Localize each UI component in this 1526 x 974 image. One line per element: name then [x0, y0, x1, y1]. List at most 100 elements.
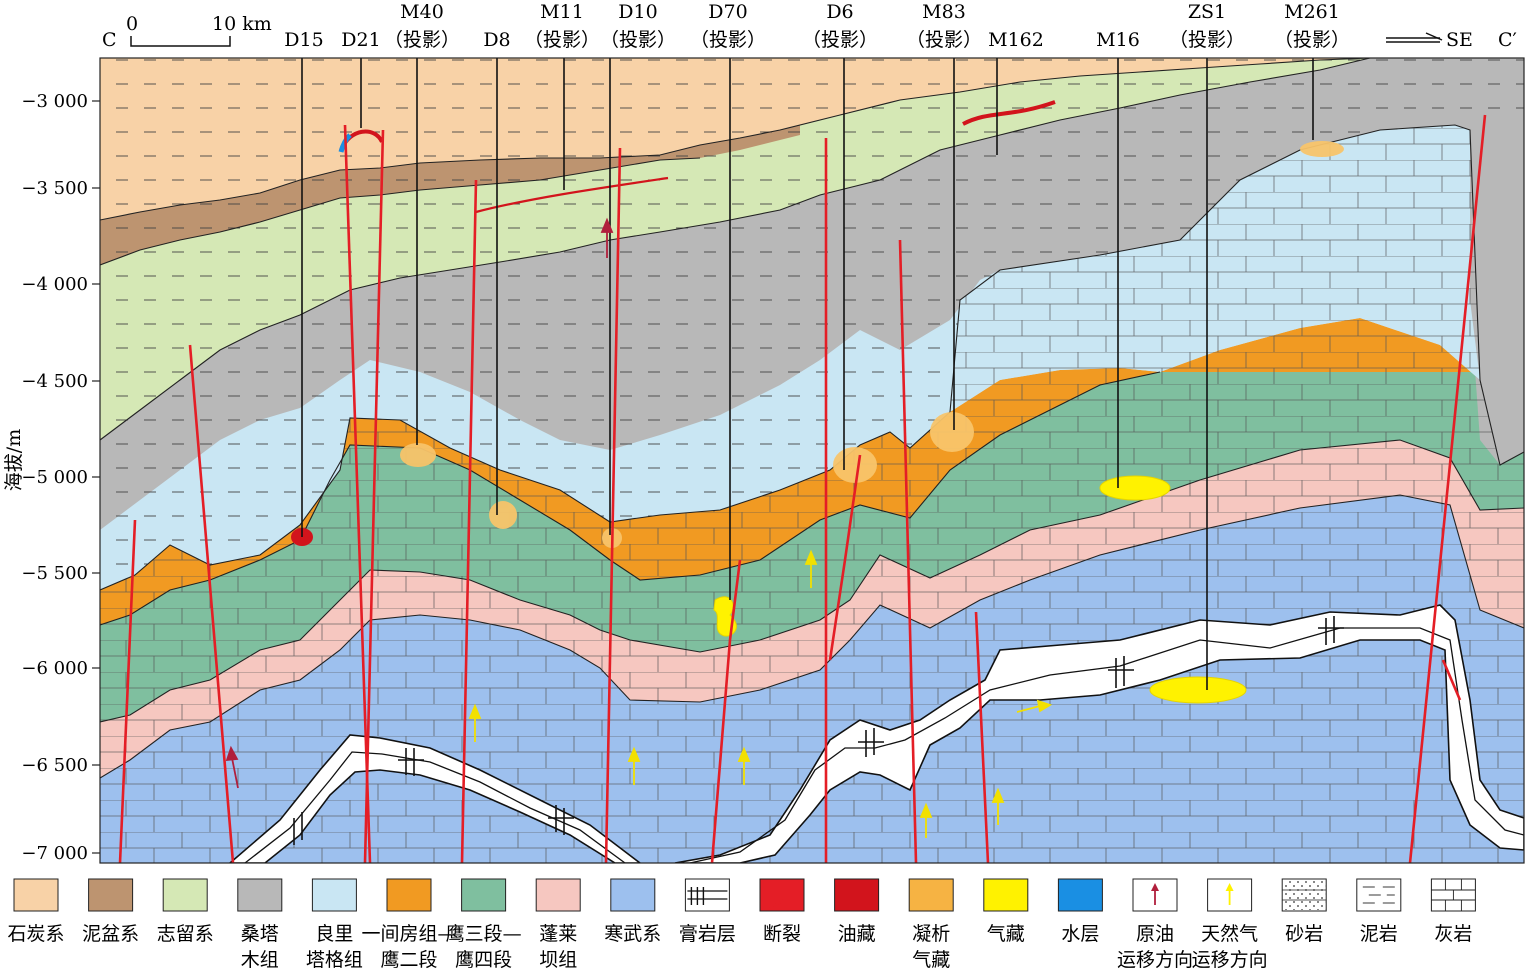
well-name: D21	[341, 29, 380, 51]
legend-swatch	[908, 878, 954, 912]
legend-label: 泥岩	[1360, 923, 1398, 945]
limestone-texture	[100, 125, 1524, 863]
legend-swatch	[162, 878, 208, 912]
section-end-label: C′	[1498, 29, 1517, 51]
oil-show-m11	[475, 176, 669, 214]
y-tick-label: −5 500	[21, 563, 88, 584]
legend-item: 志留系	[157, 878, 214, 945]
legend-label: 凝析	[912, 923, 950, 945]
well-name: ZS1	[1188, 1, 1226, 23]
well-name: M16	[1096, 29, 1140, 51]
legend-item: 一间房组— 鹰二段	[361, 878, 457, 971]
y-tick-label: −3 500	[21, 178, 88, 199]
well-projection-note: （投影）	[600, 29, 676, 51]
faults	[118, 114, 1487, 863]
legend-label-line2: 塔格组	[306, 949, 363, 971]
legend-label: 石炭系	[7, 923, 64, 945]
legend-label-line2: 运移方向	[1192, 949, 1268, 971]
well-name: M11	[540, 1, 584, 23]
well-traces	[301, 58, 1314, 690]
gypsum-bed-central	[674, 604, 1524, 863]
legend-swatch	[983, 878, 1029, 912]
legend: 石炭系 泥盆系 志留系 桑塔木组良里塔格组一间房组—鹰二段鹰三段—鹰四段蓬莱坝组寒武系…	[7, 878, 1476, 971]
legend-label: 桑塔	[241, 923, 279, 945]
y-tick-label: −6 500	[21, 755, 88, 776]
well-projection-note: （投影）	[524, 29, 600, 51]
legend-label: 志留系	[157, 923, 214, 945]
well-name: M261	[1284, 1, 1340, 23]
well-name: D6	[826, 1, 853, 23]
plot-frame	[99, 57, 1525, 864]
legend-label-line2: 运移方向	[1117, 949, 1193, 971]
legend-label: 水层	[1061, 923, 1099, 945]
well-labels: D15 D21 M40 （投影） D8 M11 （投影） D10 （投影） D70 （投影） D6 （投…	[284, 1, 1350, 51]
y-tick-label: −7 000	[21, 843, 88, 864]
gypsum-symbols	[293, 616, 1344, 845]
well-projection-note: （投影）	[690, 29, 766, 51]
legend-label: 砂岩	[1285, 923, 1323, 945]
well-name: M162	[988, 29, 1044, 51]
legend-label-line2: 木组	[241, 949, 279, 971]
y-tick-label: −3 000	[21, 91, 88, 112]
legend-label: 油藏	[838, 923, 876, 945]
legend-label: 鹰三段—	[446, 923, 522, 945]
oil-migration-arrows	[225, 217, 614, 789]
well-name: M83	[922, 1, 966, 23]
legend-swatch	[535, 878, 581, 912]
layer-sangtamu-east	[1470, 120, 1524, 465]
well-projection-note: （投影）	[1169, 29, 1245, 51]
well-name: M40	[400, 1, 444, 23]
y-tick-label: −4 000	[21, 274, 88, 295]
legend-label: 膏岩层	[679, 922, 736, 945]
legend-item: 鹰三段— 鹰四段	[446, 878, 522, 971]
well-name: D10	[618, 1, 657, 23]
legend-item: 石炭系	[7, 878, 65, 945]
gas-migration-arrows	[468, 549, 1053, 838]
horizon-lines	[100, 58, 1524, 779]
well-name: D8	[483, 29, 510, 51]
legend-swatch	[237, 878, 283, 912]
svg-text:0: 0	[126, 13, 138, 35]
oil-pool-m83	[962, 100, 1056, 126]
well-name: D15	[284, 29, 323, 51]
legend-label: 天然气	[1201, 923, 1258, 945]
section-start-label: C	[102, 29, 117, 51]
legend-label-line2: 鹰四段	[455, 949, 512, 971]
legend-label: 灰岩	[1434, 923, 1472, 945]
y-tick-label: −6 000	[21, 658, 88, 679]
y-tick-label: −5 000	[21, 467, 88, 488]
direction-indicator: SE	[1386, 29, 1473, 51]
well-projection-note: （投影）	[906, 29, 982, 51]
legend-item: 膏岩层	[679, 878, 736, 945]
well-projection-note: （投影）	[802, 29, 878, 51]
legend-swatch	[311, 878, 357, 912]
well-name: D70	[708, 1, 747, 23]
gypsum-bed-west	[228, 734, 642, 863]
legend-item: 断裂	[759, 878, 805, 945]
legend-swatch	[461, 878, 507, 912]
legend-item: 泥盆系	[82, 878, 139, 945]
legend-label-line2: 气藏	[912, 949, 950, 971]
legend-swatch	[610, 878, 656, 912]
legend-swatch	[13, 878, 59, 912]
legend-swatch	[759, 878, 805, 912]
legend-item: 气藏	[983, 878, 1029, 945]
mudstone-texture	[100, 58, 1524, 590]
legend-swatch	[1057, 878, 1103, 912]
legend-label: 泥盆系	[82, 923, 139, 945]
scale-bar: 0 10 km	[126, 13, 272, 47]
legend-swatch	[834, 878, 880, 912]
legend-label-line2: 坝组	[539, 949, 577, 971]
svg-text:SE: SE	[1446, 29, 1473, 51]
legend-item: 砂岩	[1281, 878, 1327, 945]
legend-label: 寒武系	[604, 923, 661, 945]
legend-label: 一间房组—	[361, 923, 456, 945]
legend-item: 油藏	[834, 878, 880, 945]
